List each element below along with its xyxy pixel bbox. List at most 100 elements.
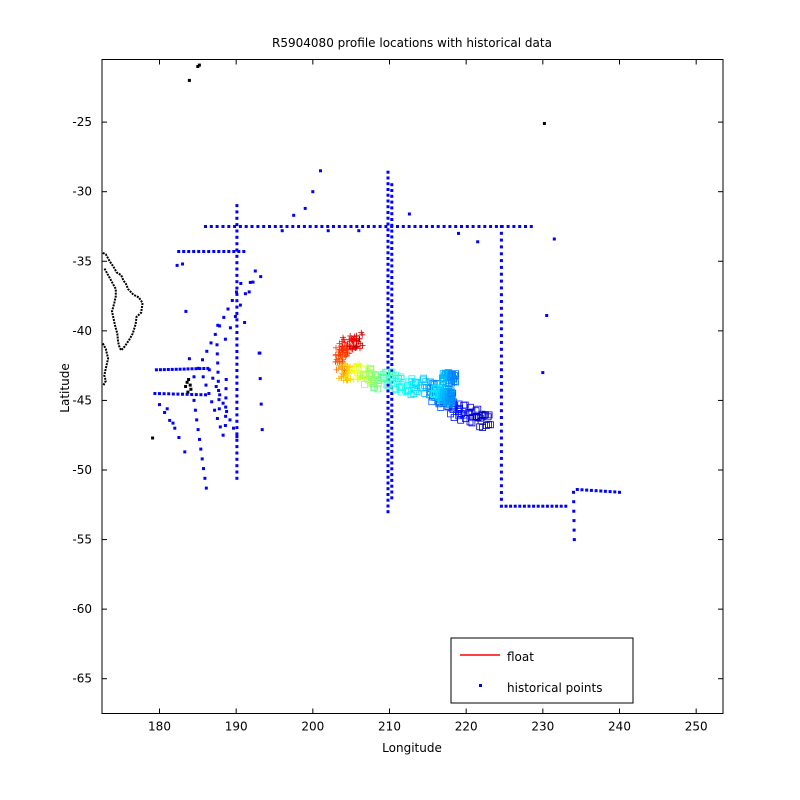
historical-point: [326, 229, 330, 233]
float-point: [468, 419, 476, 427]
float-point: [482, 422, 490, 429]
historical-point: [499, 238, 503, 242]
historical-point: [413, 225, 417, 228]
historical-point: [194, 393, 198, 397]
historical-point: [326, 225, 330, 228]
float-point: [339, 366, 346, 373]
historical-point: [171, 392, 175, 396]
historical-point: [167, 392, 171, 396]
historical-point: [386, 308, 390, 312]
coast-point: [184, 385, 188, 388]
float-point: [333, 344, 339, 351]
historical-point: [386, 389, 390, 393]
historical-point: [390, 496, 394, 500]
historical-point: [386, 228, 390, 232]
float-point: [443, 374, 451, 382]
float-point: [356, 360, 363, 367]
historical-point: [201, 375, 205, 379]
historical-point: [509, 504, 513, 508]
float-point: [468, 408, 476, 416]
historical-point: [390, 484, 394, 488]
float-point: [447, 410, 455, 418]
float-point: [422, 378, 430, 386]
historical-point: [465, 225, 469, 228]
historical-point: [199, 393, 203, 397]
y-tick-label: -30: [72, 185, 92, 199]
historical-point: [407, 225, 411, 228]
historical-point: [390, 420, 394, 424]
historical-point: [215, 352, 219, 356]
historical-point: [390, 334, 394, 337]
historical-point: [471, 225, 475, 228]
historical-point: [390, 223, 394, 227]
historical-point: [386, 320, 390, 324]
historical-point: [247, 290, 251, 294]
float-point: [397, 373, 405, 381]
historical-point: [196, 428, 200, 432]
historical-point: [285, 225, 289, 228]
historical-point: [154, 368, 158, 372]
historical-point: [202, 367, 206, 370]
historical-point: [390, 183, 394, 187]
historical-point: [564, 504, 568, 508]
historical-point: [168, 418, 172, 422]
historical-point: [499, 347, 503, 351]
historical-point: [499, 306, 503, 310]
historical-point: [235, 273, 239, 277]
historical-point: [390, 478, 394, 482]
historical-point: [499, 409, 503, 413]
float-point: [485, 411, 493, 419]
historical-point: [203, 476, 207, 480]
historical-point: [224, 414, 228, 418]
historical-point: [235, 419, 239, 423]
historical-point: [390, 287, 394, 291]
historical-point: [366, 225, 370, 228]
float-point: [360, 375, 367, 382]
float-point: [359, 342, 366, 349]
historical-point: [477, 225, 481, 228]
historical-point: [372, 225, 376, 228]
legend-historical-label: historical points: [507, 681, 602, 695]
historical-point: [499, 443, 503, 447]
historical-point: [207, 250, 211, 253]
float-point: [446, 372, 454, 380]
historical-point: [235, 318, 239, 322]
historical-point: [357, 229, 361, 233]
historical-point: [499, 436, 503, 440]
historical-point: [233, 225, 237, 228]
historical-point: [205, 349, 209, 353]
historical-point: [390, 293, 394, 297]
float-point: [439, 370, 447, 378]
historical-point: [386, 406, 390, 410]
historical-point: [499, 265, 503, 269]
historical-point: [292, 213, 296, 217]
historical-point: [314, 225, 318, 228]
float-point: [351, 333, 358, 340]
historical-point: [499, 416, 503, 419]
y-tick-label: -60: [72, 602, 92, 616]
float-point: [350, 363, 357, 369]
y-tick-label: -40: [72, 324, 92, 338]
historical-point: [235, 292, 239, 296]
historical-point: [390, 206, 394, 210]
axes-box: [101, 59, 724, 714]
historical-point: [499, 388, 503, 392]
historical-point: [572, 490, 575, 494]
historical-point: [349, 225, 353, 228]
historical-point: [235, 413, 239, 417]
x-tick-label: 230: [531, 720, 554, 734]
coast-point: [196, 65, 200, 68]
historical-point: [273, 225, 277, 228]
float-point: [412, 386, 420, 394]
float-point: [375, 377, 383, 385]
historical-point: [244, 225, 248, 228]
historical-point: [390, 426, 394, 430]
historical-point: [386, 441, 390, 445]
historical-point: [499, 293, 503, 297]
axes: 180 190 200 210 220 230 240 250 -65 -60 -55 -50 -45 -…: [72, 59, 724, 734]
historical-point: [457, 231, 460, 235]
historical-point: [221, 433, 225, 437]
float-point: [454, 405, 462, 413]
float-point: [339, 356, 346, 363]
